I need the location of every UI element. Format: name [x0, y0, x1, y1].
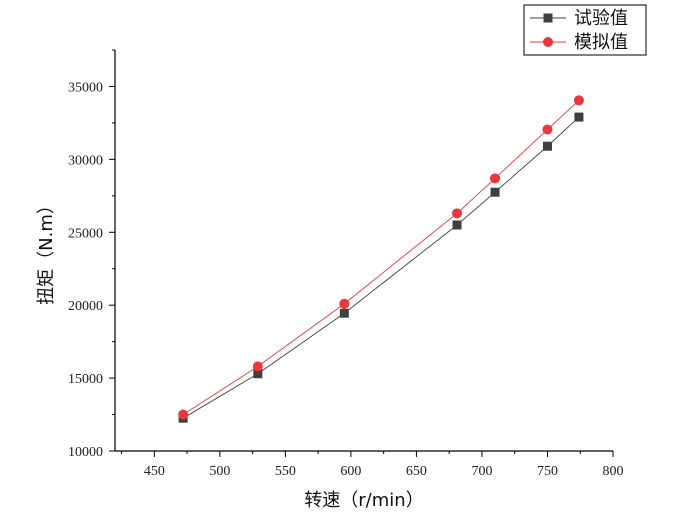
y-tick-label: 35000 — [68, 80, 103, 95]
x-tick-label: 500 — [209, 464, 230, 479]
x-tick-label: 600 — [340, 464, 361, 479]
legend-box — [523, 4, 647, 56]
legend-label: 模拟值 — [574, 32, 628, 53]
series-line — [182, 99, 580, 415]
data-point — [253, 369, 263, 379]
x-tick-label: 750 — [537, 464, 558, 479]
x-tick-label: 550 — [275, 464, 296, 479]
legend-item-2: 模拟值 — [530, 32, 628, 53]
series-layer — [178, 95, 584, 423]
data-point — [573, 95, 584, 106]
y-tick-label: 25000 — [68, 226, 103, 241]
y-ticks: 10000 15000 20000 25000 30000 35000 — [68, 49, 115, 460]
legend-label: 试验值 — [574, 8, 628, 29]
x-tick-label: 800 — [603, 464, 624, 479]
y-axis-title: 扭矩（N.m） — [36, 196, 57, 305]
data-point — [452, 208, 463, 219]
y-tick-label: 20000 — [68, 299, 103, 314]
data-point — [339, 308, 349, 318]
x-ticks: 450 500 550 600 650 700 750 800 — [121, 451, 624, 479]
y-tick-label: 15000 — [68, 372, 103, 387]
x-tick-label: 650 — [406, 464, 427, 479]
axes — [114, 50, 613, 452]
y-tick-label: 30000 — [68, 153, 103, 168]
data-point — [490, 173, 501, 184]
series-1 — [178, 112, 584, 423]
x-axis-title: 转速（r/min） — [304, 490, 423, 511]
data-point — [252, 361, 263, 372]
legend-item-1: 试验值 — [530, 8, 628, 29]
series-line — [182, 116, 580, 419]
x-tick-label: 450 — [144, 464, 165, 479]
data-point — [178, 409, 189, 420]
legend-marker — [543, 37, 553, 47]
data-point — [542, 124, 553, 135]
y-tick-label: 10000 — [68, 445, 103, 460]
data-point — [490, 187, 500, 197]
data-point — [452, 220, 462, 230]
x-tick-label: 700 — [471, 464, 492, 479]
series-2 — [178, 95, 584, 420]
data-point — [542, 141, 552, 151]
data-point — [339, 298, 350, 309]
data-point — [574, 112, 584, 122]
legend-marker — [543, 13, 553, 23]
